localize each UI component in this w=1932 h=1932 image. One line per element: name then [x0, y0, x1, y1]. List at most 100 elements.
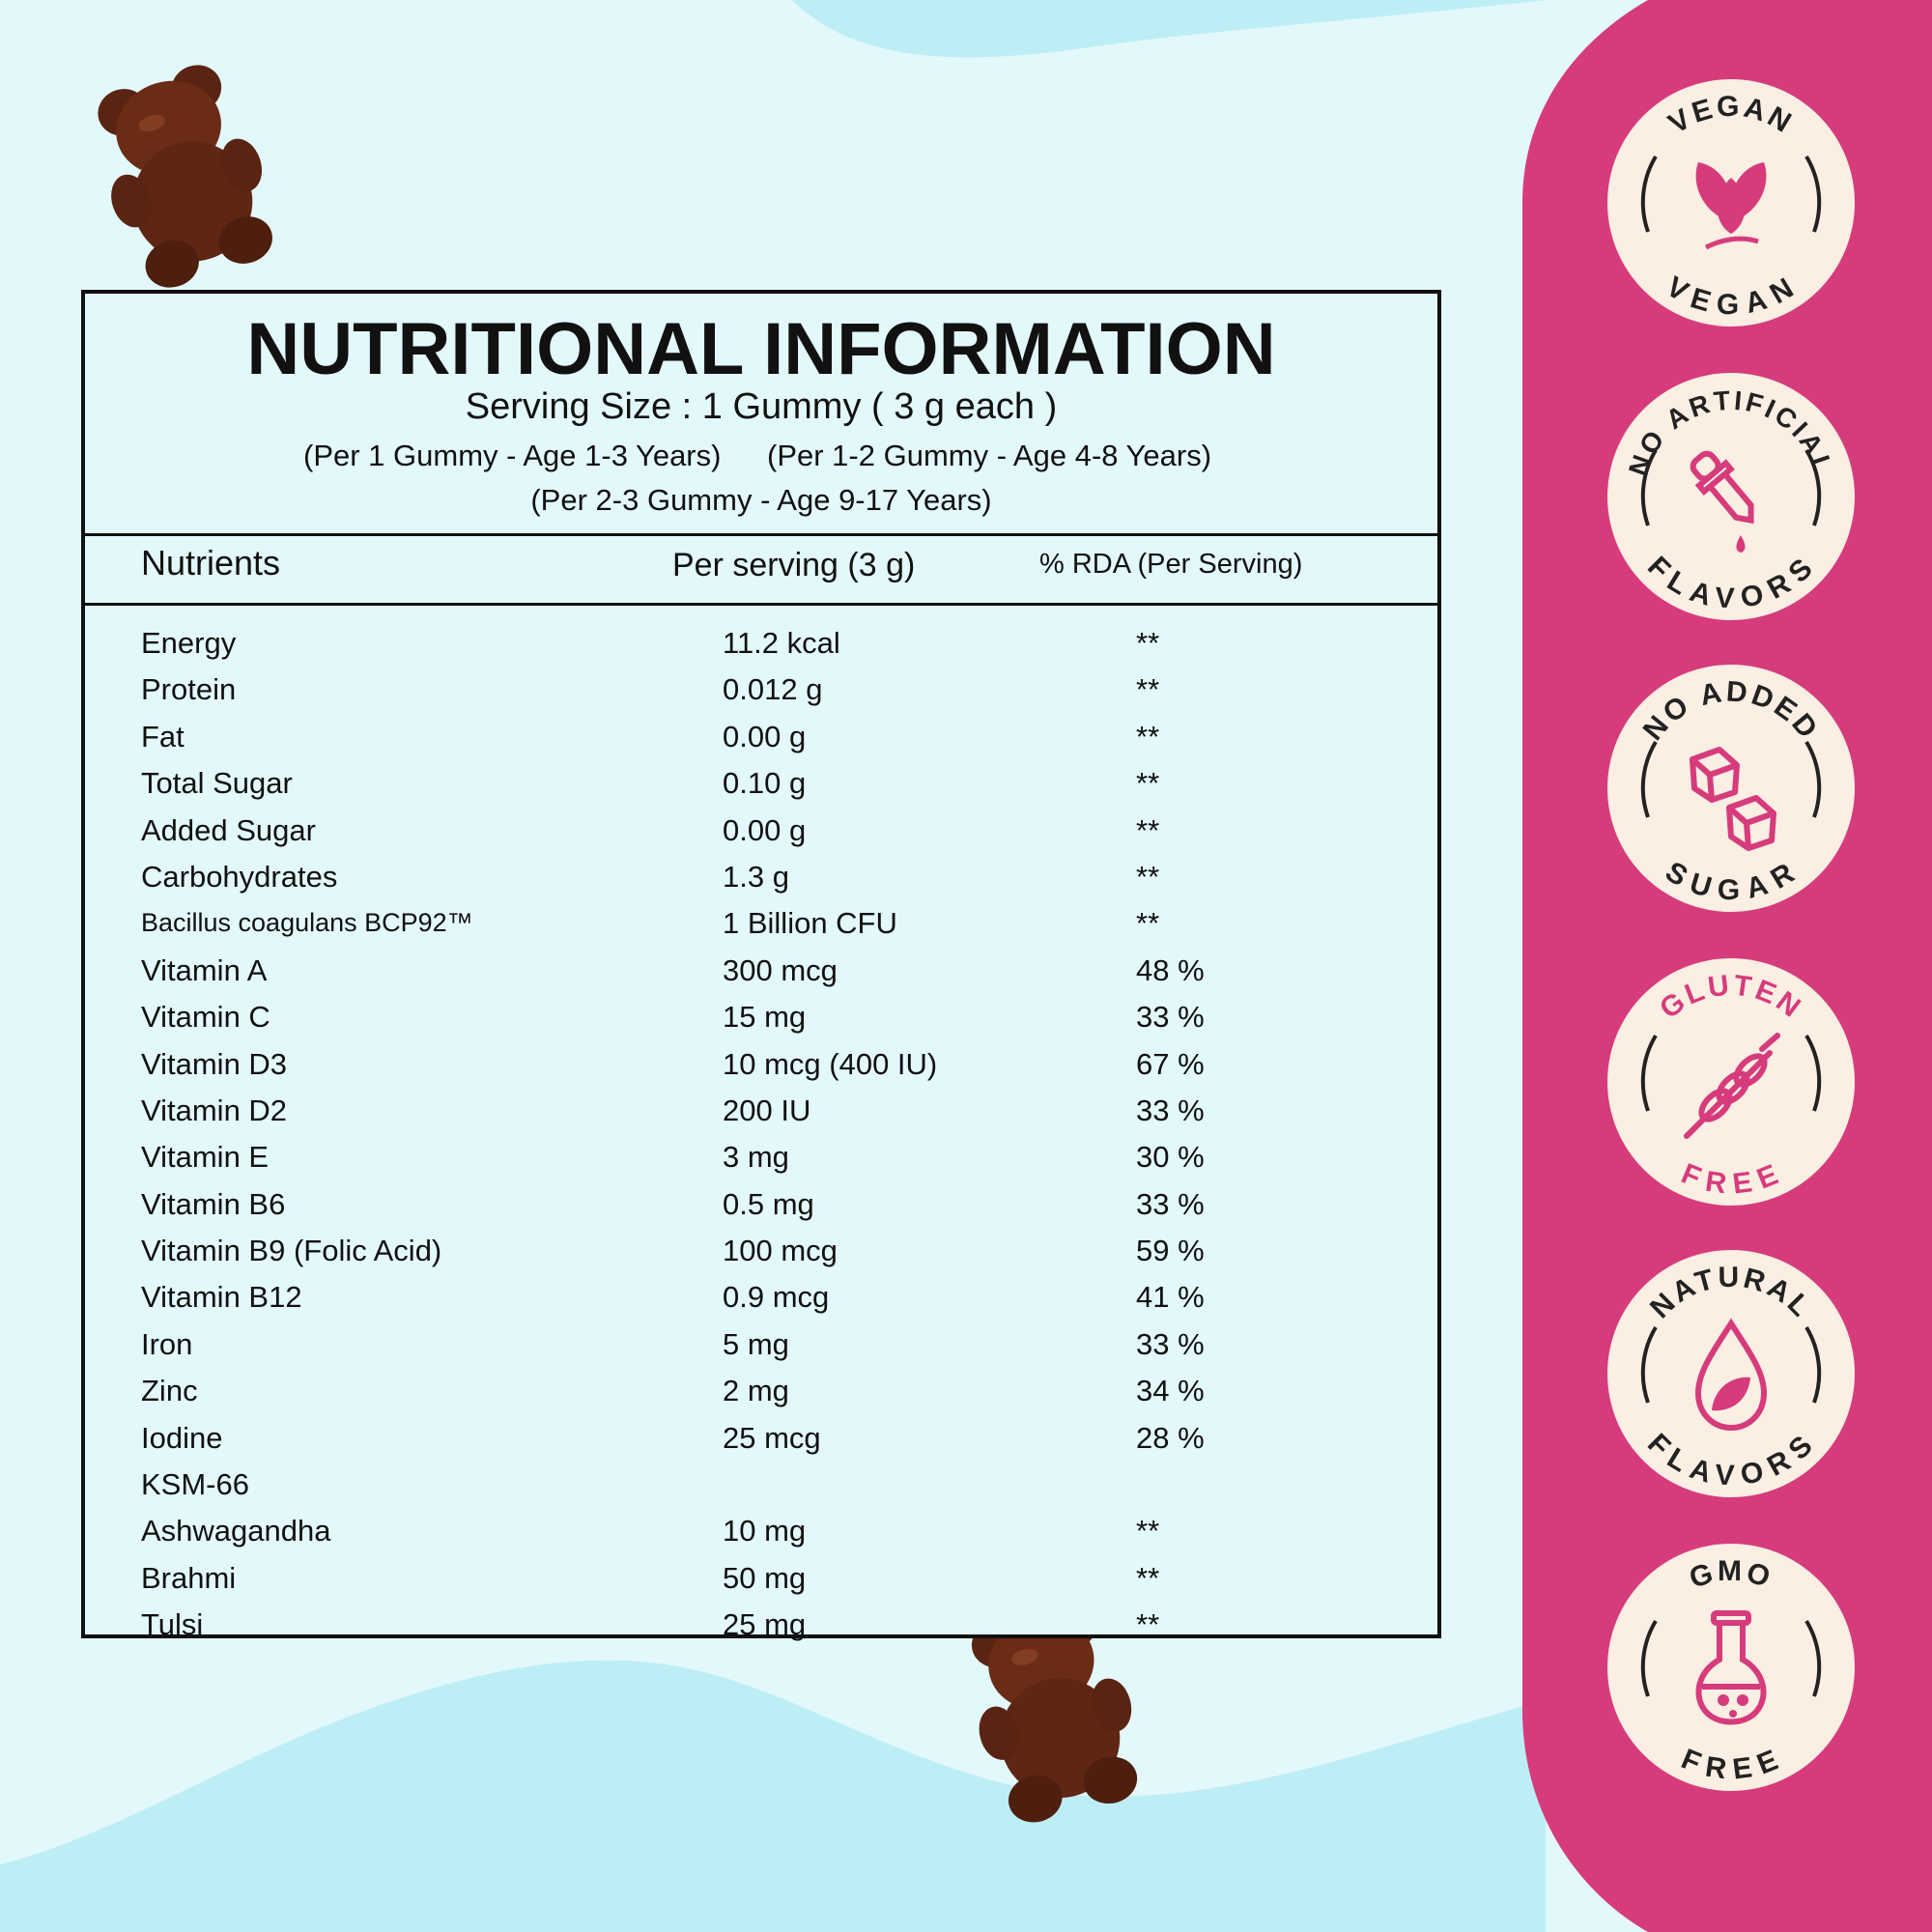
table-row: Vitamin A 300 mcg 48 % — [85, 946, 1437, 992]
table-row: Vitamin C 15 mg 33 % — [85, 992, 1437, 1038]
serving-size: Serving Size : 1 Gummy ( 3 g each ) — [465, 386, 1058, 427]
column-headers: Nutrients Per serving (3 g) % RDA (Per S… — [85, 533, 1437, 606]
nutrient-amount: 3 mg — [723, 1140, 789, 1175]
nutrient-name: Vitamin D3 — [141, 1046, 288, 1081]
nutrient-rda: 33 % — [1136, 1326, 1205, 1361]
nutrient-name: Total Sugar — [141, 766, 293, 801]
nutrient-amount: 5 mg — [723, 1326, 789, 1361]
age-note: (Per 2-3 Gummy - Age 9-17 Years) — [530, 483, 992, 517]
nutrient-rda: 33 % — [1136, 1093, 1205, 1127]
nutrient-amount: 0.10 g — [723, 766, 807, 801]
table-row: Total Sugar 0.10 g ** — [85, 758, 1437, 805]
nutrient-rda: ** — [1136, 626, 1160, 660]
table-row: Fat 0.00 g ** — [85, 712, 1437, 758]
table-row: Vitamin B6 0.5 mg 33 % — [85, 1179, 1437, 1226]
nutrient-amount: 1.3 g — [723, 859, 789, 894]
nutrient-amount: 2 mg — [723, 1374, 789, 1408]
nutrient-name: Ashwagandha — [141, 1514, 331, 1548]
nutrient-amount: 15 mg — [723, 1000, 807, 1035]
table-row: Brahmi 50 mg ** — [85, 1553, 1437, 1600]
table-row: Vitamin D3 10 mcg (400 IU) 67 % — [85, 1039, 1437, 1086]
nutrient-rda: ** — [1136, 719, 1160, 753]
nutrient-rda: 33 % — [1136, 1000, 1205, 1035]
age-note: (Per 1-2 Gummy - Age 4-8 Years) — [767, 439, 1212, 472]
nutrient-name: Vitamin D2 — [141, 1093, 288, 1127]
nutrient-amount: 11.2 kcal — [723, 626, 840, 660]
nutrient-amount: 50 mg — [723, 1560, 807, 1595]
nutrient-rda: ** — [1136, 859, 1160, 894]
nutrient-rda: ** — [1136, 1560, 1160, 1595]
panel-header: NUTRITIONAL INFORMATION Serving Size : 1… — [85, 294, 1437, 536]
dropper-icon — [1690, 450, 1754, 553]
nutrient-rda: 34 % — [1136, 1374, 1205, 1408]
table-row: Ashwagandha 10 mg ** — [85, 1506, 1437, 1552]
nutrient-name: Vitamin B9 (Folic Acid) — [141, 1234, 442, 1268]
flask-icon — [1695, 1610, 1767, 1725]
nutrient-name: Added Sugar — [141, 812, 316, 847]
nutrient-rda: ** — [1136, 906, 1160, 941]
table-row: Bacillus coagulans BCP92™ 1 Billion CFU ** — [85, 898, 1437, 945]
nutrient-rda: ** — [1136, 812, 1160, 847]
table-row: Energy 11.2 kcal ** — [85, 618, 1437, 665]
table-row: Zinc 2 mg 34 % — [85, 1366, 1437, 1412]
nutrient-name: Fat — [141, 719, 185, 753]
table-row: Iron 5 mg 33 % — [85, 1320, 1437, 1366]
nutrient-name: Protein — [141, 672, 237, 707]
nutrient-rda: ** — [1136, 1607, 1160, 1642]
nutrient-rda: 59 % — [1136, 1234, 1205, 1268]
table-row: Carbohydrates 1.3 g ** — [85, 852, 1437, 898]
nutrient-name: Bacillus coagulans BCP92™ — [141, 908, 473, 938]
nutrient-amount: 25 mcg — [723, 1420, 821, 1455]
nutrient-amount: 0.00 g — [723, 812, 807, 847]
nutrient-amount: 10 mg — [723, 1514, 807, 1548]
nutrient-name: Energy — [141, 626, 237, 660]
nutrient-name: Zinc — [141, 1374, 198, 1408]
gummy-bear-image-top — [98, 65, 272, 288]
nutrient-amount: 0.00 g — [723, 719, 807, 753]
nutrient-amount: 10 mcg (400 IU) — [723, 1046, 938, 1081]
nutrient-rda: 33 % — [1136, 1186, 1205, 1221]
nutrient-name: Carbohydrates — [141, 859, 338, 894]
nutrient-name: Vitamin E — [141, 1140, 270, 1175]
column-header-nutrients: Nutrients — [141, 543, 281, 582]
nutrient-amount: 0.9 mcg — [723, 1280, 830, 1315]
table-row: Tulsi 25 mg ** — [85, 1600, 1437, 1646]
table-row: Protein 0.012 g ** — [85, 665, 1437, 711]
table-row: Vitamin B9 (Folic Acid) 100 mcg 59 % — [85, 1226, 1437, 1272]
nutrient-amount: 300 mcg — [723, 952, 838, 987]
column-header-rda: % RDA (Per Serving) — [1039, 549, 1303, 580]
nutrient-rda: 30 % — [1136, 1140, 1205, 1175]
table-row: KSM-66 — [85, 1460, 1437, 1506]
nutrient-rda: 28 % — [1136, 1420, 1205, 1455]
table-row: Vitamin B12 0.9 mcg 41 % — [85, 1272, 1437, 1319]
nutrient-rda: ** — [1136, 672, 1160, 707]
nutrient-name: Vitamin A — [141, 952, 268, 987]
leaves-icon — [1695, 162, 1767, 250]
column-header-per-serving: Per serving (3 g) — [672, 547, 916, 583]
nutrient-name: Vitamin B12 — [141, 1280, 302, 1315]
nutrient-table: Energy 11.2 kcal ** Protein 0.012 g ** Fat 0.00… — [85, 618, 1437, 1647]
drop-leaf-icon — [1694, 1318, 1768, 1432]
age-note: (Per 1 Gummy - Age 1-3 Years) — [303, 439, 722, 472]
nutrient-amount: 25 mg — [723, 1607, 807, 1642]
nutrient-name: Tulsi — [141, 1607, 204, 1642]
wheat-icon — [1684, 1033, 1780, 1139]
nutrient-rda: 48 % — [1136, 952, 1205, 987]
nutrient-name: Vitamin B6 — [141, 1186, 286, 1221]
nutrient-amount: 200 IU — [723, 1093, 811, 1127]
table-row: Iodine 25 mcg 28 % — [85, 1413, 1437, 1460]
nutrient-name: Brahmi — [141, 1560, 237, 1595]
nutrient-name: Vitamin C — [141, 1000, 270, 1035]
nutrient-amount: 1 Billion CFU — [723, 906, 897, 941]
table-row: Vitamin D2 200 IU 33 % — [85, 1086, 1437, 1132]
nutrient-rda: ** — [1136, 766, 1160, 801]
nutrient-amount: 0.012 g — [723, 672, 823, 707]
nutrient-amount: 100 mcg — [723, 1234, 838, 1268]
nutrient-name: KSM-66 — [141, 1467, 249, 1502]
